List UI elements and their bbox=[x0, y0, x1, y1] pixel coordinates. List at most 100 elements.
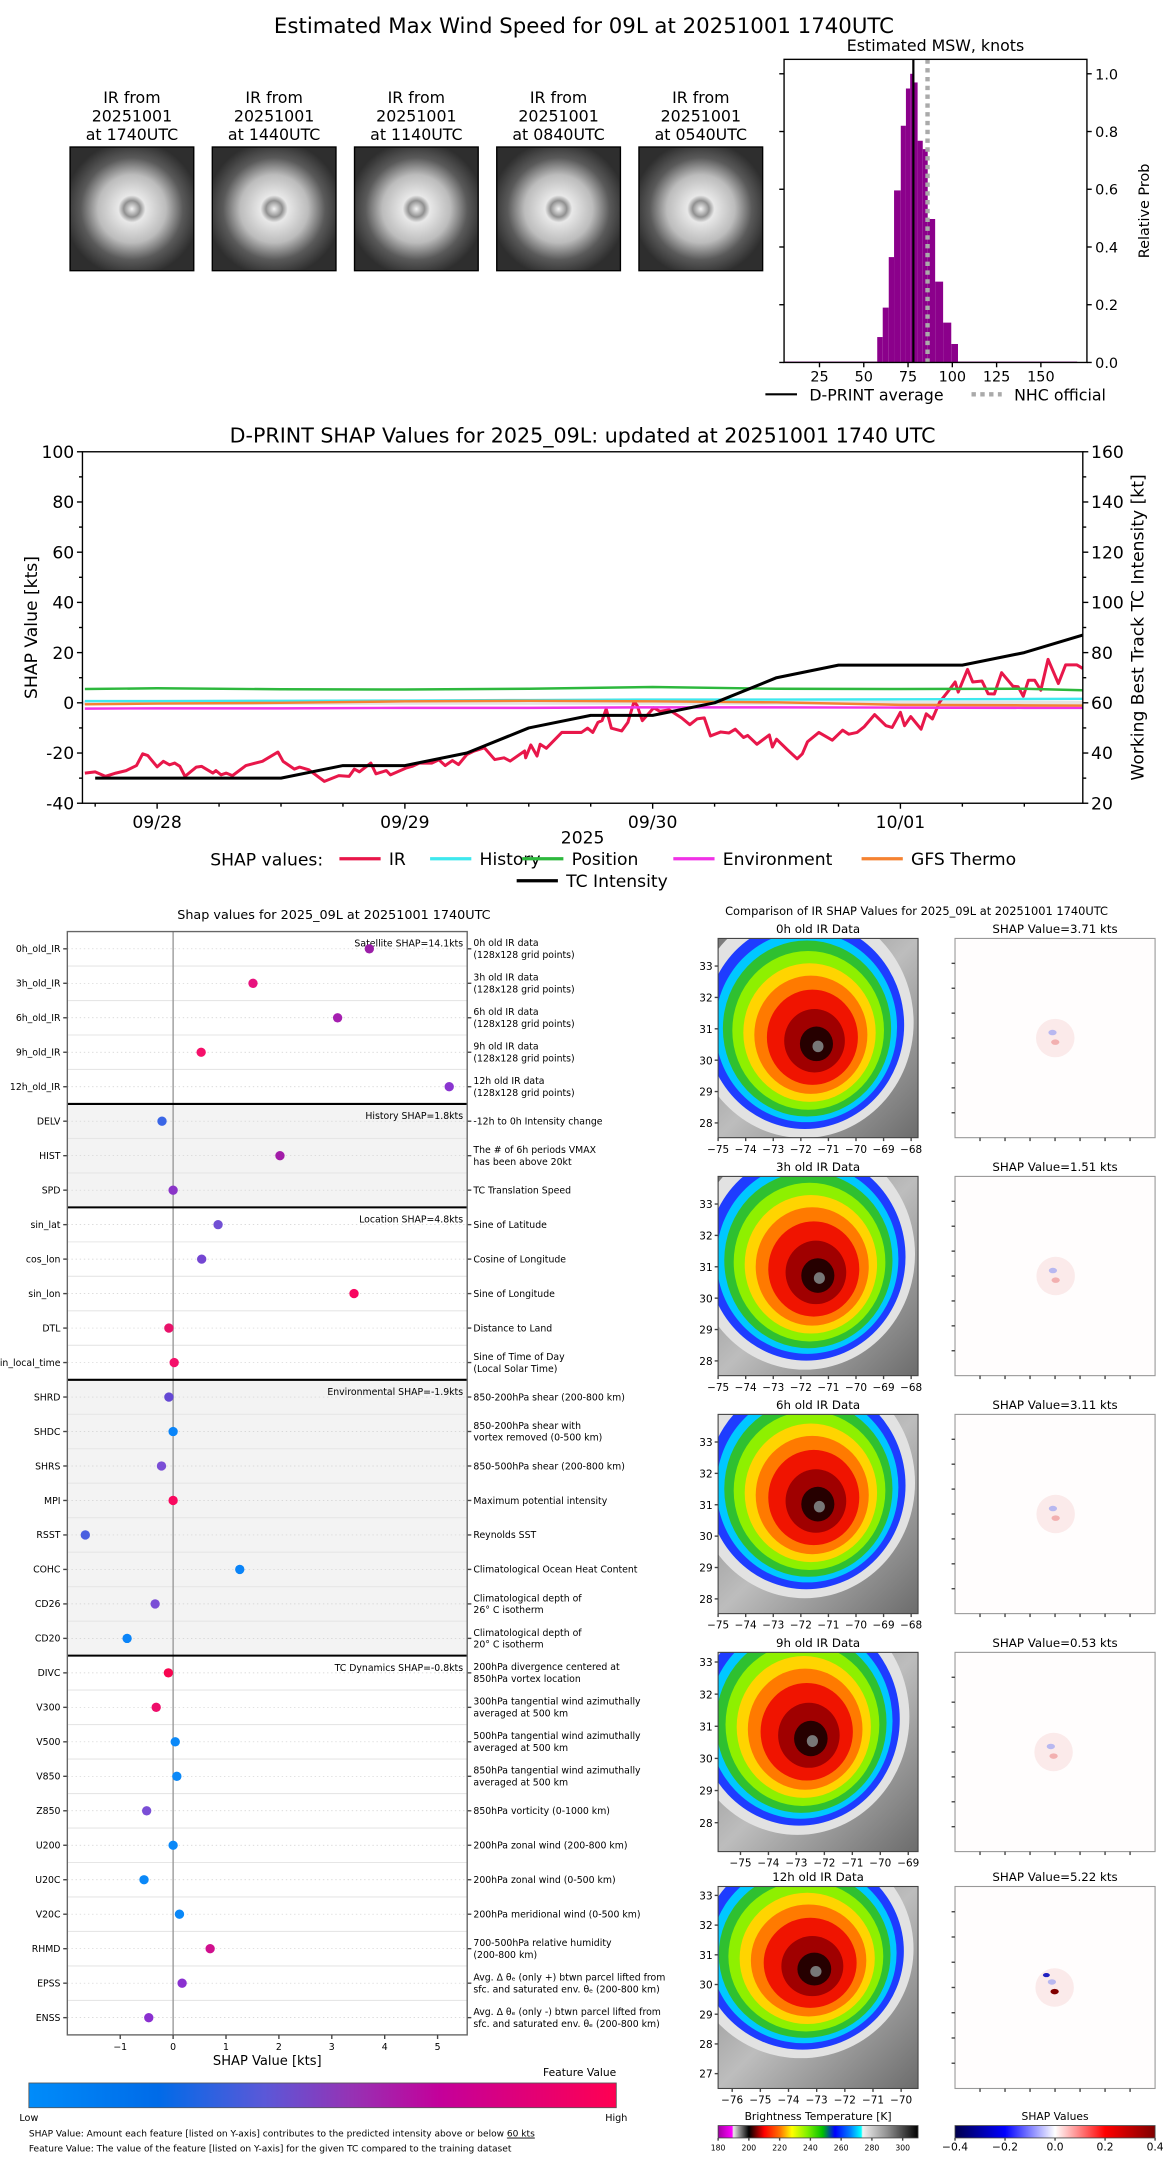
shap-values-colorbar-bar bbox=[954, 2125, 1156, 2139]
shap-positive-spot bbox=[1049, 1753, 1058, 1759]
brightness-temperature-colorbar-tick-label: 240 bbox=[803, 2143, 818, 2152]
lon-tick-label: −73 bbox=[762, 1144, 784, 1156]
feature-description: Maximum potential intensity bbox=[473, 1496, 607, 1507]
y-tick-label: 100 bbox=[41, 443, 74, 463]
histogram-bar bbox=[927, 218, 936, 363]
feature-description: 3h old IR data bbox=[473, 973, 538, 984]
y2-tick-label: 20 bbox=[1091, 794, 1113, 814]
feature-description: Cosine of Longitude bbox=[473, 1254, 566, 1265]
feature-shap-dot bbox=[141, 1806, 152, 1816]
y-tick-label: -40 bbox=[46, 794, 74, 814]
feature-shap-dot bbox=[275, 1151, 285, 1161]
feature-label: RSST bbox=[36, 1530, 60, 1541]
shap-map-panel: SHAP Value=1.51 kts bbox=[951, 1160, 1156, 1380]
series-line-tc-intensity bbox=[95, 633, 1084, 780]
feature-label: 6h_old_IR bbox=[16, 1013, 61, 1024]
feature-label: EPSS bbox=[37, 1978, 60, 1989]
feature-description: 200hPa zonal wind (0-500 km) bbox=[473, 1875, 615, 1886]
ir-cloud-band bbox=[812, 1040, 824, 1053]
shap-map-panel: SHAP Value=3.11 kts bbox=[951, 1398, 1156, 1618]
lat-tick-label: 29 bbox=[699, 2009, 712, 2021]
feature-description: 700-500hPa relative humidity bbox=[473, 1938, 612, 1949]
feature-shap-plot: Satellite SHAP=14.1kts History SHAP=1.8kt… bbox=[0, 908, 665, 2139]
group-background bbox=[67, 1207, 468, 1380]
ir-cloud-band bbox=[806, 1735, 818, 1747]
feature-description: 6h old IR data bbox=[473, 1007, 538, 1018]
feature-shap-dot bbox=[364, 944, 375, 954]
shap-map-panel: SHAP Value=5.22 kts bbox=[951, 1870, 1156, 2092]
lat-tick-label: 29 bbox=[699, 1325, 712, 1337]
lon-tick-label: −68 bbox=[900, 1382, 922, 1394]
thumbnail-label: IR from bbox=[672, 88, 729, 107]
feature-label: sin_lon bbox=[28, 1289, 60, 1300]
feature-label: Z850 bbox=[36, 1806, 60, 1817]
thumbnail-label: at 1740UTC bbox=[86, 125, 178, 144]
feature-shap-dot bbox=[139, 1875, 149, 1885]
feature-description: (128x128 grid points) bbox=[473, 1053, 574, 1064]
ir-comparison-title: Comparison of IR SHAP Values for 2025_09… bbox=[725, 904, 1108, 918]
y2-tick-label: 120 bbox=[1091, 543, 1124, 563]
lon-tick-label: −72 bbox=[790, 1620, 812, 1632]
feature-shap-dot bbox=[151, 1702, 161, 1713]
feature-description: Climatological Ocean Heat Content bbox=[473, 1565, 637, 1576]
ir-panel: 12h old IR Data 27 28 29 30 31 32 33 −76 −75 −74 −7… bbox=[699, 1870, 919, 2107]
thumbnail-label: IR from bbox=[103, 88, 160, 107]
feature-description: 850-500hPa shear (200-800 km) bbox=[473, 1461, 625, 1472]
lat-tick-label: 28 bbox=[699, 1594, 712, 1606]
feature-label: V20C bbox=[36, 1910, 61, 1921]
ir-panel: 9h old IR Data 28 29 30 31 32 33 −75 −74 −73 −72 −7… bbox=[699, 1636, 919, 1870]
feature-description: sfc. and saturated env. θₑ (200-800 km) bbox=[473, 1984, 659, 1995]
x-tick-label: 2 bbox=[276, 2042, 282, 2053]
y2-tick-label: 160 bbox=[1091, 443, 1124, 463]
feature-description: (128x128 grid points) bbox=[473, 950, 574, 961]
y-tick-label: 0.8 bbox=[1095, 125, 1118, 141]
shap-positive-spot bbox=[1051, 1039, 1060, 1045]
lat-tick-label: 32 bbox=[699, 1468, 712, 1480]
group-shap-label: TC Dynamics SHAP=-0.8kts bbox=[334, 1663, 464, 1674]
y-tick-label: 40 bbox=[52, 594, 74, 614]
feature-description: 20° C isotherm bbox=[473, 1640, 543, 1651]
histogram-bar bbox=[943, 322, 952, 363]
thumbnail-label: 20251001 bbox=[661, 107, 741, 126]
y-tick-label: 80 bbox=[52, 493, 74, 513]
y2-tick-label: 140 bbox=[1091, 493, 1124, 513]
x-tick-label: 3 bbox=[329, 2042, 335, 2053]
main-title: Estimated Max Wind Speed for 09L at 2025… bbox=[274, 14, 894, 39]
feature-description: (128x128 grid points) bbox=[473, 1019, 574, 1030]
x-tick-label: 25 bbox=[810, 370, 828, 386]
ir-panel-title: 6h old IR Data bbox=[776, 1398, 860, 1412]
feature-shap-dot bbox=[168, 1495, 178, 1506]
ir-frame bbox=[717, 1651, 919, 1853]
feature-shap-dot bbox=[170, 1737, 180, 1747]
ir-panel-title: 0h old IR Data bbox=[776, 922, 860, 936]
feature-label: cos_lon bbox=[26, 1254, 61, 1265]
group-shap-label: History SHAP=1.8kts bbox=[365, 1111, 463, 1122]
feature-shap-dot bbox=[332, 1013, 343, 1023]
lon-tick-label: −69 bbox=[873, 1620, 895, 1632]
ir-image bbox=[718, 1414, 919, 1614]
shap-values-colorbar-tick-label: −0.2 bbox=[992, 2140, 1018, 2153]
lat-tick-label: 31 bbox=[699, 1721, 712, 1733]
x-tick-label: 09/28 bbox=[132, 813, 181, 833]
legend-label: Position bbox=[572, 850, 639, 870]
feature-description: (200-800 km) bbox=[473, 1950, 537, 1961]
y-tick-label: 0.4 bbox=[1095, 240, 1118, 256]
ir-cloud-band bbox=[810, 1965, 822, 1977]
lon-tick-label: −73 bbox=[762, 1620, 784, 1632]
feature-shap-dot bbox=[197, 1254, 207, 1264]
feature-description: Reynolds SST bbox=[473, 1530, 536, 1541]
thumbnail-satellite-image bbox=[353, 146, 479, 272]
feature-shap-dot bbox=[80, 1530, 90, 1540]
shap-hotspot bbox=[1036, 1256, 1075, 1296]
shap-positive-spot bbox=[1051, 1277, 1060, 1283]
thumbnail-label: 20251001 bbox=[518, 107, 598, 126]
ir-panel: 0h old IR Data 28 29 30 31 32 33 −75 −74 −73 −72 −7… bbox=[699, 922, 922, 1156]
lat-tick-label: 30 bbox=[699, 1531, 712, 1543]
footnote-feature: Feature Value: The value of the feature … bbox=[29, 2145, 512, 2155]
feature-shap-dot bbox=[174, 1909, 185, 1919]
feature-label: 0h_old_IR bbox=[16, 944, 61, 955]
ir-panel-title: 12h old IR Data bbox=[772, 1870, 864, 1884]
lon-tick-label: −68 bbox=[900, 1144, 922, 1156]
feature-shap-dot bbox=[168, 1185, 178, 1195]
